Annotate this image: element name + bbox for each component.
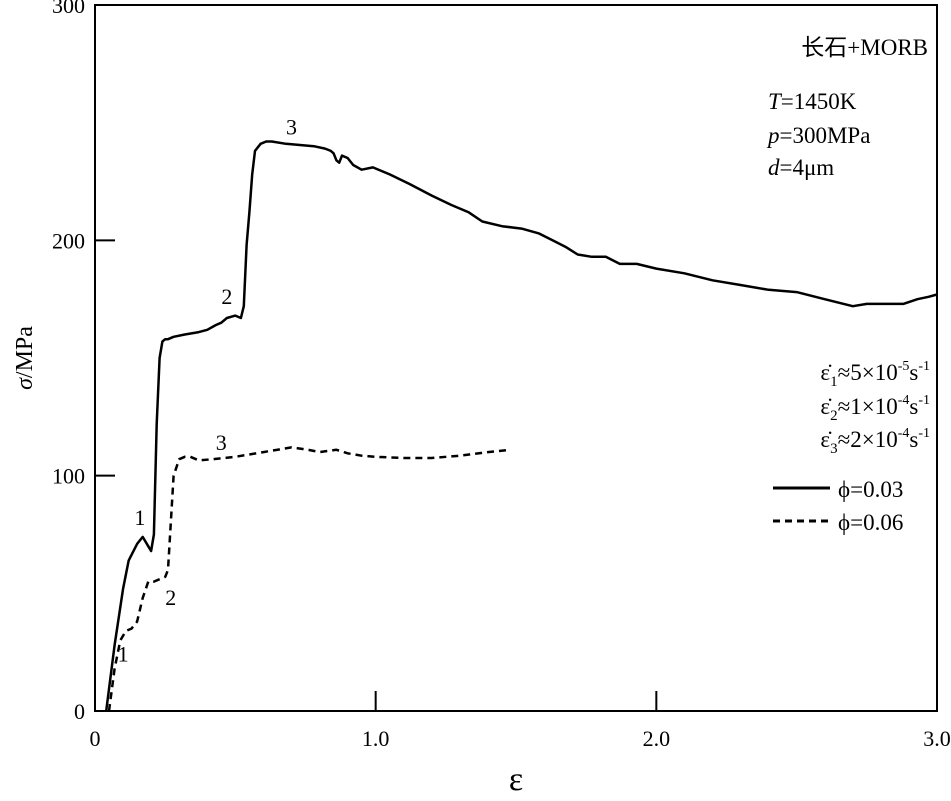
x-tick-label: 2.0: [643, 726, 671, 751]
strain-rate-1-unit: s: [909, 360, 918, 385]
series-line-phi-006: [107, 446, 511, 712]
strain-rate-2-unit-exp: -1: [918, 393, 930, 408]
chart-title: 长石+MORB: [801, 35, 928, 60]
strain-rate-2-sub: 2: [830, 408, 838, 424]
legend-label-phi-006: ϕ=0.06: [838, 510, 903, 535]
x-tick-label: 0: [90, 726, 101, 751]
stage-annotation: 2: [221, 284, 232, 309]
condition-pressure: p=300MPa: [766, 123, 870, 148]
condition-pressure-var: p: [766, 123, 780, 148]
condition-grain-size-var: d: [768, 155, 780, 180]
y-axis-title-variable: σ: [12, 377, 38, 390]
condition-grain-size: d=4μm: [768, 155, 834, 180]
stage-annotation: 1: [134, 505, 145, 530]
y-tick-label: 0: [74, 699, 85, 724]
strain-rate-3-unit: s: [909, 427, 918, 452]
strain-rate-2: ε̇2≈1×10-4s-1: [820, 393, 930, 424]
strain-rate-3: ε̇3≈2×10-4s-1: [820, 426, 930, 457]
axis-ticks: 0 1.0 2.0 3.0 0 100 200 300: [52, 0, 951, 751]
y-axis-title-unit: /MPa: [12, 326, 38, 378]
stage-annotation: 2: [165, 585, 176, 610]
strain-rate-3-exp: -4: [898, 426, 910, 441]
strain-rate-1: ε̇1≈5×10-5s-1: [820, 359, 930, 390]
strain-rate-2-value: ≈1×10: [838, 394, 898, 419]
legend-label-phi-003: ϕ=0.03: [838, 477, 903, 502]
y-axis-title: σ/MPa: [12, 326, 38, 390]
legend: ϕ=0.03 ϕ=0.06: [773, 477, 903, 535]
condition-temperature-var: T: [768, 89, 783, 114]
strain-rate-1-unit-exp: -1: [918, 359, 930, 374]
stage-annotation: 1: [118, 642, 129, 667]
x-tick-label: 3.0: [923, 726, 951, 751]
series-line-phi-003: [104, 140, 938, 712]
condition-pressure-value: =300MPa: [780, 123, 871, 148]
strain-rate-3-value: ≈2×10: [838, 427, 898, 452]
x-axis-title: ε: [509, 761, 523, 798]
y-tick-label: 100: [52, 464, 85, 489]
condition-grain-size-value: =4μm: [780, 155, 835, 180]
strain-rate-2-exp: -4: [898, 393, 910, 408]
strain-rate-1-exp: -5: [898, 359, 910, 374]
plot-frame: [94, 4, 938, 712]
strain-rate-1-value: ≈5×10: [838, 360, 898, 385]
series-layer: [104, 140, 938, 712]
annotation-layer: 1 2 3 1 2 3: [118, 114, 297, 666]
strain-rate-1-sub: 1: [830, 374, 838, 390]
strain-rate-2-unit: s: [909, 394, 918, 419]
condition-temperature: T=1450K: [768, 89, 857, 114]
stage-annotation: 3: [286, 114, 297, 139]
conditions-block: T=1450K p=300MPa d=4μm: [766, 89, 870, 180]
condition-temperature-value: =1450K: [781, 89, 857, 114]
y-tick-label: 200: [52, 228, 85, 253]
y-tick-label: 300: [52, 0, 85, 18]
stage-annotation: 3: [216, 430, 227, 455]
strain-rate-block: ε̇1≈5×10-5s-1 ε̇2≈1×10-4s-1 ε̇3≈2×10-4s-…: [820, 359, 930, 457]
strain-rate-3-sub: 3: [830, 441, 838, 457]
strain-rate-3-unit-exp: -1: [918, 426, 930, 441]
x-tick-label: 1.0: [362, 726, 390, 751]
